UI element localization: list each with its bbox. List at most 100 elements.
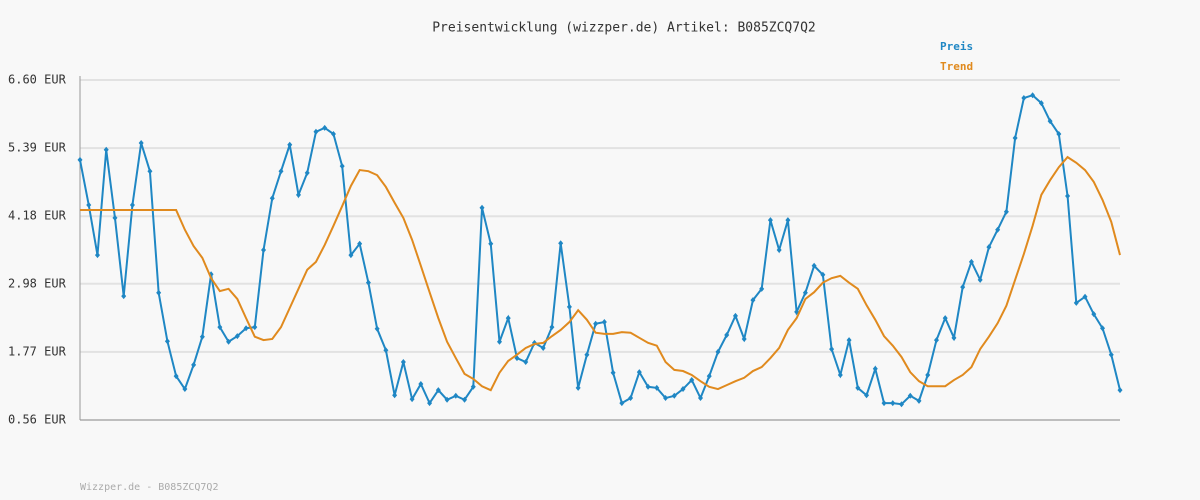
point xyxy=(593,320,599,327)
point xyxy=(357,240,363,247)
point xyxy=(540,344,546,351)
point xyxy=(304,169,310,176)
point xyxy=(907,392,913,399)
point xyxy=(261,247,267,253)
y-tick-label: 6.60 EUR xyxy=(8,73,67,87)
point xyxy=(995,226,1001,233)
point xyxy=(1003,208,1009,215)
point xyxy=(767,217,773,224)
y-tick-label: 4.18 EUR xyxy=(8,209,67,223)
point xyxy=(575,384,581,391)
point xyxy=(1091,311,1097,318)
point xyxy=(1082,293,1088,300)
point xyxy=(864,392,870,399)
point xyxy=(226,338,232,345)
point xyxy=(217,324,223,331)
point xyxy=(558,240,564,247)
point xyxy=(496,338,502,345)
point xyxy=(147,168,153,175)
point xyxy=(1038,100,1044,107)
legend-entry: Trend xyxy=(940,60,973,73)
point xyxy=(339,163,345,170)
point xyxy=(960,284,966,291)
chart-title: Preisentwicklung (wizzper.de) Artikel: B… xyxy=(432,21,816,36)
point xyxy=(479,204,485,211)
point xyxy=(121,293,127,300)
point xyxy=(663,395,669,402)
point xyxy=(689,377,695,384)
point xyxy=(295,191,301,198)
point xyxy=(750,297,756,304)
point xyxy=(243,325,249,332)
point xyxy=(199,333,205,340)
point xyxy=(374,325,380,332)
point xyxy=(488,240,494,247)
point xyxy=(278,168,284,175)
point xyxy=(776,247,782,253)
point xyxy=(584,351,590,358)
point xyxy=(549,324,555,331)
point xyxy=(1030,92,1036,99)
y-tick-label: 5.39 EUR xyxy=(8,141,67,155)
point xyxy=(444,396,450,403)
point xyxy=(1117,387,1123,394)
point xyxy=(462,396,468,403)
point xyxy=(1056,131,1062,138)
point xyxy=(925,371,931,378)
point xyxy=(899,401,905,408)
point xyxy=(383,347,389,354)
point xyxy=(610,369,616,376)
point xyxy=(269,195,275,202)
point xyxy=(470,383,476,390)
point xyxy=(628,395,634,402)
point xyxy=(418,380,424,387)
point xyxy=(234,333,240,340)
point xyxy=(698,395,704,402)
point xyxy=(881,400,887,407)
point xyxy=(619,400,625,407)
point xyxy=(636,369,642,376)
point xyxy=(566,303,572,310)
point xyxy=(330,131,336,138)
point xyxy=(182,386,188,393)
point xyxy=(322,124,328,131)
point xyxy=(706,373,712,380)
point xyxy=(968,258,974,265)
point xyxy=(846,337,852,344)
point xyxy=(94,252,100,259)
point xyxy=(138,140,144,147)
point xyxy=(427,400,433,407)
point xyxy=(986,244,992,251)
point xyxy=(103,146,109,153)
point xyxy=(400,359,406,366)
point xyxy=(741,335,747,342)
point xyxy=(392,392,398,399)
point xyxy=(77,156,83,163)
point xyxy=(601,319,607,326)
point xyxy=(671,392,677,399)
point xyxy=(129,201,135,208)
point xyxy=(1012,134,1018,141)
point xyxy=(156,289,162,296)
point xyxy=(654,384,660,391)
point xyxy=(951,334,957,341)
point xyxy=(890,400,896,407)
point xyxy=(645,383,651,390)
y-tick-label: 0.56 EUR xyxy=(8,413,67,427)
point xyxy=(435,387,441,394)
point xyxy=(173,373,179,380)
point xyxy=(837,371,843,378)
point xyxy=(811,262,817,269)
point xyxy=(1065,192,1071,199)
point xyxy=(680,386,686,393)
point xyxy=(453,392,459,399)
point xyxy=(933,337,939,344)
point xyxy=(287,141,293,148)
point xyxy=(715,348,721,355)
point xyxy=(348,252,354,259)
point xyxy=(724,332,730,338)
point xyxy=(820,271,826,278)
point xyxy=(313,128,319,135)
point xyxy=(164,338,170,345)
